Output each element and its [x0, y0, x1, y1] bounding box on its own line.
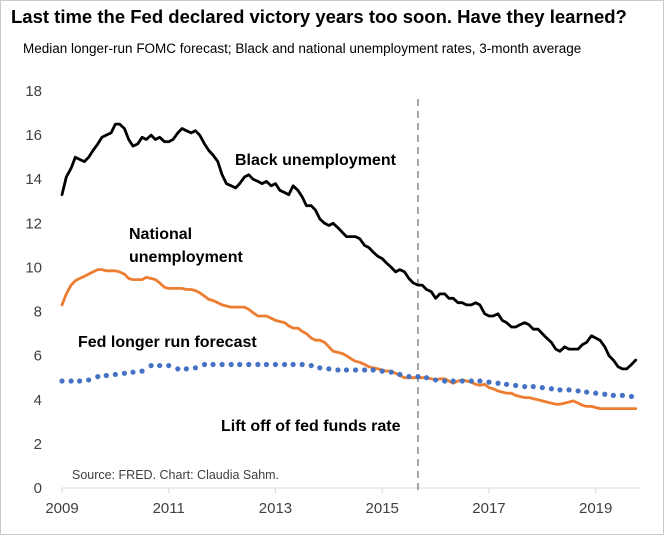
fed-forecast-point [530, 383, 536, 390]
fed-forecast-point [237, 361, 243, 368]
label-fed-forecast: Fed longer run forecast [78, 334, 257, 351]
axes: 0 2 4 6 8 10 12 14 16 18 2009 2011 2013 2015 2017 2019 [25, 83, 640, 517]
chart-subtitle: Median longer-run FOMC forecast; Black a… [23, 41, 582, 56]
fed-forecast-point [255, 361, 261, 368]
fed-forecast-point [317, 365, 323, 371]
fed-forecast-point [503, 381, 510, 387]
fed-forecast-point [272, 361, 279, 368]
fed-forecast-point [157, 362, 163, 369]
fed-forecast-point [263, 361, 270, 368]
fed-forecast-point [59, 378, 65, 384]
fed-forecast-point [77, 378, 83, 384]
fed-forecast-point [219, 361, 225, 368]
fed-forecast-point [308, 362, 314, 369]
fed-forecast-point [343, 367, 350, 373]
fed-forecast-point [139, 368, 145, 374]
fed-forecast-point [557, 387, 563, 393]
label-national-line2: unemployment [129, 249, 243, 266]
fed-forecast-point [513, 382, 519, 389]
fed-forecast-point [522, 383, 528, 390]
fed-forecast-point [477, 378, 483, 384]
y-tick-label: 2 [34, 436, 42, 453]
fed-forecast-point [495, 380, 501, 386]
national-unemployment-line [60, 268, 638, 410]
x-tick-label: 2017 [472, 500, 505, 517]
y-tick-label: 10 [25, 259, 42, 276]
y-tick-label: 4 [34, 392, 42, 409]
fed-forecast-point [602, 391, 608, 397]
y-tick-label: 18 [25, 83, 42, 100]
fed-forecast-point [352, 367, 359, 373]
fed-forecast-point [148, 362, 154, 369]
fed-forecast-point [86, 377, 92, 383]
fed-forecast-point [362, 367, 368, 373]
fed-forecast-point [201, 361, 208, 368]
y-tick-label: 0 [34, 480, 42, 497]
fed-forecast-point [326, 366, 332, 372]
fed-forecast-point [228, 361, 234, 368]
fed-forecast-point [423, 375, 430, 381]
fed-forecast-point [210, 361, 216, 368]
fed-forecast-point [468, 378, 474, 384]
fed-forecast-point [175, 366, 181, 372]
fed-forecast-point [121, 370, 128, 376]
fed-forecast-point [486, 379, 492, 385]
fed-forecast-point [450, 378, 456, 384]
fed-forecast-point [299, 361, 305, 368]
fed-forecast-point [548, 386, 555, 392]
y-tick-label: 12 [25, 215, 42, 232]
fed-forecast-point [370, 367, 376, 373]
series-group [59, 122, 638, 410]
fed-forecast-point [610, 392, 616, 398]
fed-forecast-point [192, 365, 199, 371]
fed-forecast-point [442, 378, 448, 384]
source-note: Source: FRED. Chart: Claudia Sahm. [72, 468, 279, 482]
black-unemployment-line [60, 122, 638, 371]
x-tick-label: 2015 [366, 500, 399, 517]
fed-forecast-point [539, 385, 545, 391]
fed-forecast-point [95, 374, 101, 380]
y-tick-label: 6 [34, 348, 42, 365]
label-liftoff: Lift off of fed funds rate [221, 418, 401, 435]
fed-forecast-point [432, 377, 439, 383]
fed-forecast-point [575, 388, 581, 394]
fed-forecast-point [335, 367, 341, 373]
fed-forecast-point [415, 374, 421, 380]
fed-forecast-point [593, 390, 599, 396]
y-tick-label: 16 [25, 127, 42, 144]
fed-forecast-point [584, 389, 590, 395]
fed-forecast-point [166, 362, 172, 369]
fed-forecast-point [103, 372, 109, 379]
fed-forecast-point [246, 361, 252, 368]
fed-forecast-point [388, 369, 394, 375]
fed-forecast-point [281, 361, 288, 368]
fed-forecast-point [112, 371, 118, 378]
y-tick-label: 8 [34, 304, 42, 321]
label-national-line1: National [129, 226, 192, 243]
fed-forecast-point [619, 392, 625, 398]
fed-forecast-point [379, 368, 385, 374]
fed-forecast-point [183, 366, 189, 372]
label-black-unemployment: Black unemployment [235, 152, 397, 169]
fed-forecast-point [628, 393, 635, 400]
y-tick-label: 14 [25, 171, 42, 188]
x-tick-label: 2013 [259, 500, 292, 517]
x-tick-label: 2009 [45, 500, 78, 517]
fed-forecast-point [397, 371, 403, 378]
x-tick-label: 2011 [153, 500, 185, 517]
fed-forecast-point [130, 369, 136, 375]
fed-forecast-point [68, 378, 74, 384]
x-tick-label: 2019 [579, 500, 612, 517]
chart-title: Last time the Fed declared victory years… [11, 6, 627, 27]
fed-forecast-point [566, 387, 572, 393]
fed-forecast-point [459, 378, 465, 384]
fed-forecast-point [290, 361, 296, 368]
fed-forecast-point [406, 374, 412, 380]
